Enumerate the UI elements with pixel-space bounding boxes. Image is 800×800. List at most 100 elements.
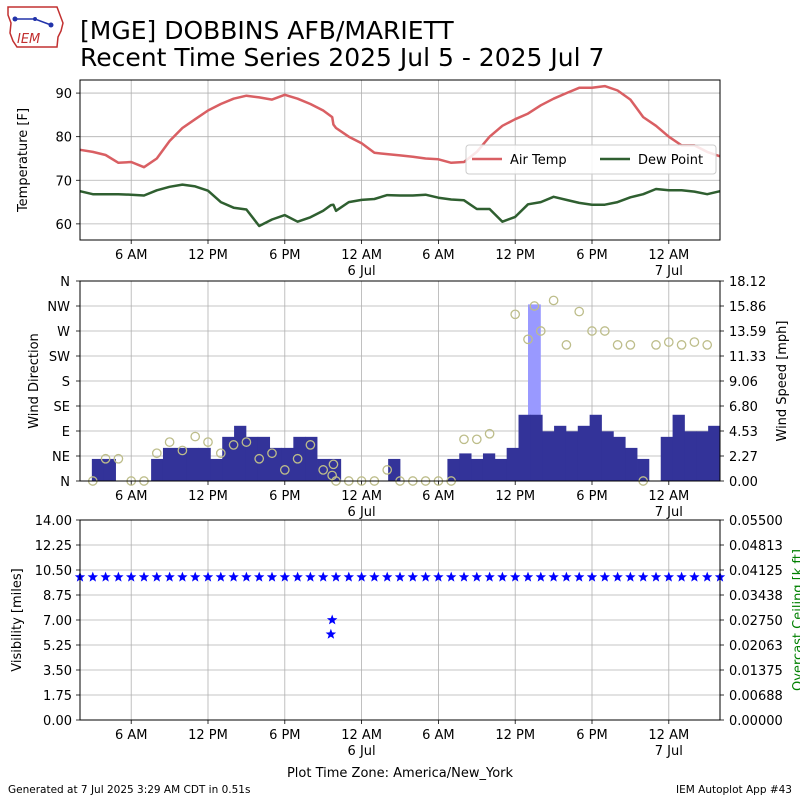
wind-speed-bar bbox=[305, 436, 318, 481]
wind-direction-point bbox=[203, 437, 213, 447]
wind-speed-bar bbox=[672, 414, 685, 481]
visibility-point bbox=[471, 571, 482, 582]
wind-frame bbox=[79, 280, 721, 482]
visibility-point bbox=[484, 571, 495, 582]
wind-speed-tick-label: 15.86 bbox=[729, 300, 766, 315]
visibility-point bbox=[663, 571, 674, 582]
wind-speed-bar bbox=[91, 458, 105, 481]
vis-xtick-label: 6 PM bbox=[576, 728, 607, 743]
wind-speed-bar bbox=[482, 453, 496, 481]
wind-speed-bar bbox=[530, 414, 543, 481]
wind-speed-tick-label: 6.80 bbox=[729, 400, 758, 415]
vis-xtick-label: 6 AM bbox=[115, 728, 148, 743]
wind-direction-point bbox=[241, 437, 252, 447]
visibility-point bbox=[325, 628, 337, 639]
visibility-point bbox=[510, 571, 521, 582]
wind-xtick-label: 6 PM bbox=[576, 489, 607, 504]
vis-xtick-label: 12 AM bbox=[648, 728, 689, 743]
wind-speed-bar bbox=[660, 436, 673, 481]
wind-speed-tick-label: 9.06 bbox=[729, 375, 758, 390]
wind-direction-point bbox=[328, 459, 339, 470]
temp-xtick-label: 6 AM bbox=[115, 248, 148, 263]
wind-dir-tick-label: N bbox=[60, 275, 70, 290]
visibility-point bbox=[599, 571, 610, 582]
visibility-point bbox=[87, 571, 98, 582]
visibility-point bbox=[522, 571, 534, 582]
wind-direction-point bbox=[523, 334, 533, 345]
temp-ytick-label: 80 bbox=[55, 131, 72, 146]
wind-direction-point bbox=[100, 453, 111, 464]
wind-direction-point bbox=[510, 309, 521, 320]
legend-label: Air Temp bbox=[510, 153, 567, 168]
visibility-point bbox=[574, 571, 585, 582]
wind-speed-tick-label: 0.00 bbox=[729, 475, 758, 490]
ceiling-tick-label: 0.02750 bbox=[729, 614, 783, 629]
wind-speed-bar bbox=[518, 414, 531, 481]
wind-speed-bar bbox=[684, 431, 697, 481]
wind-direction-point bbox=[548, 295, 559, 306]
visibility-point bbox=[420, 571, 431, 582]
vis-ytick-label: 3.50 bbox=[43, 664, 72, 679]
visibility-point bbox=[266, 571, 278, 582]
temp-xtick-label: 6 PM bbox=[269, 248, 300, 263]
wind-dir-tick-label: NE bbox=[52, 450, 70, 465]
visibility-point bbox=[330, 571, 342, 582]
wind-dir-tick-label: NW bbox=[47, 300, 70, 315]
wind-speed-bar bbox=[506, 447, 519, 481]
wind-direction-point bbox=[151, 448, 162, 459]
visibility-point bbox=[292, 571, 303, 582]
wind-dir-tick-label: W bbox=[57, 325, 70, 340]
wind-y2label: Wind Speed [mph] bbox=[775, 321, 790, 442]
wind-speed-bar bbox=[494, 458, 508, 481]
visibility-point bbox=[369, 571, 380, 582]
wind-direction-point bbox=[215, 448, 226, 459]
wind-speed-bar bbox=[696, 431, 709, 481]
wind-speed-bar bbox=[601, 431, 614, 481]
temp-ytick-label: 70 bbox=[55, 174, 72, 189]
visibility-point bbox=[164, 571, 175, 582]
vis-xtick-label: 7 Jul bbox=[655, 744, 683, 759]
wind-xtick-label: 6 Jul bbox=[348, 505, 376, 520]
wind-xtick-label: 12 PM bbox=[495, 489, 535, 504]
visibility-point bbox=[702, 571, 713, 582]
visibility-point bbox=[676, 571, 687, 582]
temp-xtick-label: 6 PM bbox=[576, 248, 607, 263]
temp-ylabel: Temperature [F] bbox=[16, 108, 31, 213]
vis-xtick-label: 12 PM bbox=[495, 728, 535, 743]
wind-speed-bar bbox=[565, 431, 579, 481]
wind-xtick-label: 12 PM bbox=[188, 489, 228, 504]
wind-direction-point bbox=[574, 306, 585, 317]
visibility-point bbox=[561, 571, 572, 582]
visibility-point bbox=[548, 571, 559, 582]
wind-speed-bar bbox=[447, 458, 460, 481]
vis-xtick-label: 6 AM bbox=[422, 728, 455, 743]
temp-xtick-label: 6 Jul bbox=[348, 264, 376, 279]
wind-direction-point bbox=[612, 340, 623, 350]
vis-ytick-label: 0.00 bbox=[43, 714, 72, 729]
dew-point-line bbox=[79, 183, 721, 228]
visibility-point bbox=[343, 571, 354, 582]
wind-direction-point bbox=[663, 337, 674, 347]
wind-dir-tick-label: N bbox=[60, 475, 70, 490]
visibility-point bbox=[612, 571, 623, 582]
wind-direction-point bbox=[561, 340, 572, 350]
visibility-point bbox=[497, 571, 508, 582]
wind-speed-bar bbox=[388, 458, 401, 481]
visibility-point bbox=[177, 571, 188, 582]
ceiling-tick-label: 0.04813 bbox=[729, 539, 783, 554]
wind-speed-tick-label: 13.59 bbox=[729, 325, 766, 340]
temp-xtick-label: 7 Jul bbox=[655, 264, 683, 279]
wind-direction-point bbox=[599, 326, 610, 336]
wind-direction-point bbox=[164, 437, 175, 447]
wind-speed-bar bbox=[317, 458, 330, 481]
temp-xtick-label: 12 AM bbox=[341, 248, 382, 263]
logo-text: IEM bbox=[17, 32, 40, 47]
wind-direction-point bbox=[459, 434, 469, 445]
wind-dir-tick-label: SW bbox=[49, 350, 70, 365]
wind-direction-point bbox=[305, 440, 316, 450]
visibility-point bbox=[318, 571, 329, 582]
visibility-point bbox=[100, 571, 111, 582]
wind-speed-bar bbox=[542, 431, 555, 481]
vis-frame bbox=[79, 519, 721, 721]
